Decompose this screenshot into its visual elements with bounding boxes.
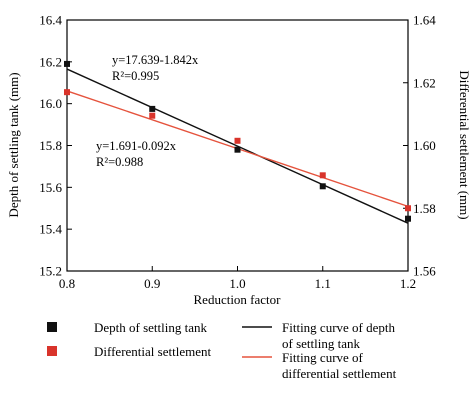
y-left-axis-label: Depth of settling tank (mm)	[6, 72, 21, 217]
differential-point	[234, 137, 241, 144]
differential-point	[64, 89, 70, 96]
y-left-axis-ticks: 15.2 15.4 15.6 15.8 16.0 16.2 16.4	[39, 13, 72, 279]
depth-point	[234, 146, 241, 153]
y-right-axis-label: Differential settlement (mm)	[457, 70, 472, 219]
y-right-tick-label: 1.62	[413, 75, 436, 90]
legend-label: Fitting curve of	[282, 350, 364, 365]
legend-item: Depth of settling tank	[47, 320, 208, 335]
differential-point	[405, 205, 411, 212]
differential-point	[149, 112, 156, 119]
depth-point	[149, 105, 156, 112]
y-right-axis-ticks: 1.56 1.58 1.60 1.62 1.64	[403, 13, 436, 279]
depth-point	[405, 215, 411, 222]
y-right-tick-label: 1.56	[413, 264, 436, 279]
fit-equation-depth: y=17.639-1.842x	[112, 53, 199, 67]
y-left-tick-label: 15.4	[39, 222, 62, 237]
legend-label: of settling tank	[282, 336, 360, 351]
y-right-tick-label: 1.58	[413, 201, 436, 216]
x-tick-label: 1.0	[229, 276, 245, 291]
x-axis-ticks: 0.8 0.9 1.0 1.1 1.2	[59, 266, 416, 291]
legend: Depth of settling tank Differential settl…	[47, 320, 397, 381]
x-tick-label: 0.8	[59, 276, 75, 291]
fit-r2-depth: R²=0.995	[112, 69, 159, 83]
data-markers	[64, 60, 411, 222]
y-left-tick-label: 15.2	[39, 264, 62, 279]
legend-label: Depth of settling tank	[94, 320, 208, 335]
x-tick-label: 0.9	[144, 276, 160, 291]
differential-point	[319, 172, 326, 179]
y-right-tick-label: 1.60	[413, 138, 436, 153]
fit-equation-differential: y=1.691-0.092x	[96, 139, 177, 153]
legend-label: Fitting curve of depth	[282, 320, 396, 335]
legend-label: differential settlement	[282, 366, 397, 381]
y-left-tick-label: 15.8	[39, 138, 62, 153]
fit-line-depth	[66, 68, 409, 224]
y-left-tick-label: 16.4	[39, 13, 62, 28]
depth-point	[64, 60, 70, 67]
y-left-tick-label: 15.6	[39, 180, 62, 195]
x-tick-label: 1.1	[315, 276, 331, 291]
legend-label: Differential settlement	[94, 344, 211, 359]
depth-point	[319, 183, 326, 190]
legend-marker	[47, 346, 57, 356]
legend-marker	[47, 322, 57, 332]
legend-item: Differential settlement	[47, 344, 211, 359]
x-tick-label: 1.2	[400, 276, 416, 291]
y-right-tick-label: 1.64	[413, 13, 436, 28]
y-left-tick-label: 16.2	[39, 54, 62, 69]
fit-r2-differential: R²=0.988	[96, 155, 143, 169]
y-left-tick-label: 16.0	[39, 96, 62, 111]
x-axis-label: Reduction factor	[194, 292, 282, 307]
